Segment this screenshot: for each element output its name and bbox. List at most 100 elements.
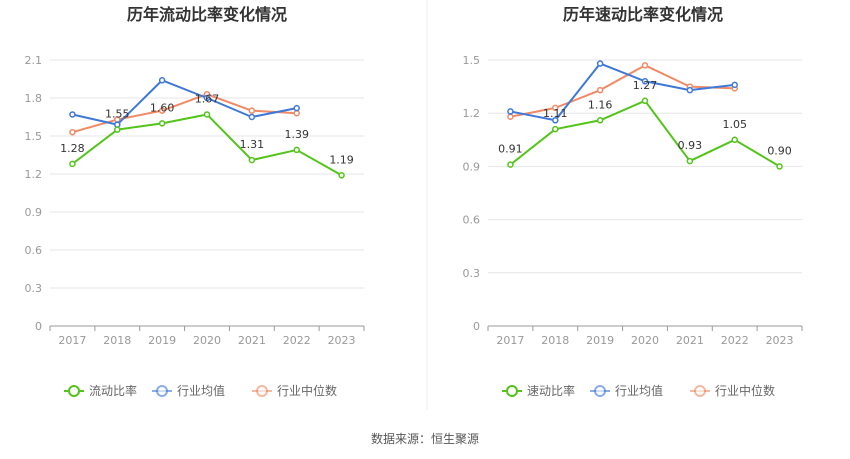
point-median [69, 128, 76, 136]
current-ratio-chart: 历年流动比率变化情况 0 0.3 0.6 0.9 1.2 1.5 1.8 2.1 2017 2018… [25, 5, 365, 398]
point-avg [552, 117, 559, 124]
data-label: 1.19 [329, 153, 354, 166]
data-label: 0.91 [498, 143, 523, 156]
y-tick-label: 0.3 [25, 282, 43, 295]
point-main [203, 111, 211, 118]
y-tick-label: 0.9 [463, 160, 481, 173]
point-avg [686, 86, 694, 94]
y-tick-label: 1.8 [25, 92, 43, 105]
point-main [114, 126, 121, 133]
legend-label: 行业均值 [615, 383, 663, 398]
point-avg [203, 94, 211, 102]
x-tick-label: 2021 [238, 334, 266, 347]
series-line-median [72, 93, 297, 134]
legend-label: 速动比率 [527, 383, 575, 398]
y-tick-label: 1.2 [463, 107, 481, 120]
point-main [776, 163, 783, 170]
data-source: 数据来源：恒生聚源 [371, 431, 479, 446]
point-main [552, 125, 559, 133]
point-main [338, 172, 345, 179]
x-tick-label: 2023 [766, 334, 794, 347]
chart-title: 历年流动比率变化情况 [127, 5, 287, 24]
data-label: 1.27 [633, 79, 658, 92]
legend-item-main[interactable]: 速动比率 [502, 383, 575, 398]
x-tick-label: 2022 [721, 334, 749, 347]
data-label: 0.93 [678, 139, 703, 152]
data-label: 0.90 [767, 144, 792, 157]
y-tick-label: 0 [35, 320, 42, 333]
series-line-avg [72, 79, 297, 126]
x-tick-label: 2018 [103, 334, 131, 347]
point-main [731, 136, 738, 144]
legend-marker [156, 385, 168, 397]
point-median [641, 62, 649, 69]
legend-marker [68, 385, 80, 397]
x-tick-label: 2017 [496, 334, 524, 347]
point-main [686, 157, 694, 165]
legend-marker [506, 385, 518, 397]
legend-marker [256, 385, 268, 397]
legend-item-avg[interactable]: 行业均值 [152, 383, 225, 398]
data-label: 1.31 [240, 138, 265, 151]
point-median [596, 86, 604, 94]
point-avg [114, 121, 121, 128]
point-median [552, 104, 559, 112]
x-tick-label: 2017 [58, 334, 86, 347]
legend-item-median[interactable]: 行业中位数 [252, 383, 337, 398]
x-tick-label: 2022 [283, 334, 311, 347]
legend-label: 行业中位数 [277, 383, 337, 398]
point-avg [596, 60, 604, 67]
x-tick-label: 2020 [193, 334, 221, 347]
point-median [158, 107, 166, 114]
data-label: 1.11 [543, 107, 568, 120]
point-avg [248, 113, 256, 121]
point-main [507, 161, 514, 168]
x-tick-label: 2023 [328, 334, 356, 347]
x-tick-label: 2018 [541, 334, 569, 347]
point-avg [641, 78, 649, 85]
x-tick-label: 2019 [148, 334, 176, 347]
chart-title: 历年速动比率变化情况 [563, 5, 723, 24]
y-tick-label: 1.5 [25, 130, 43, 143]
x-tick-label: 2019 [586, 334, 614, 347]
y-tick-label: 0.3 [463, 267, 481, 280]
x-tick-label: 2021 [676, 334, 704, 347]
point-avg [293, 104, 300, 112]
data-label: 1.16 [588, 98, 613, 111]
data-label: 1.28 [60, 142, 85, 155]
series-line-avg [510, 62, 735, 122]
y-tick-label: 0.6 [25, 244, 43, 257]
point-avg [69, 111, 76, 118]
point-median [248, 107, 256, 114]
data-label: 1.39 [284, 128, 309, 141]
point-main [293, 146, 300, 154]
y-tick-label: 0.6 [463, 214, 481, 227]
legend-label: 流动比率 [89, 383, 137, 398]
point-main [641, 97, 649, 105]
y-tick-label: 0.9 [25, 206, 43, 219]
point-main [69, 160, 76, 168]
legend-item-main[interactable]: 流动比率 [64, 383, 137, 398]
point-main [158, 120, 166, 127]
y-tick-label: 1.2 [25, 168, 43, 181]
legend-marker [694, 385, 706, 397]
legend-label: 行业中位数 [715, 383, 775, 398]
data-label: 1.60 [150, 101, 175, 114]
data-label: 1.55 [105, 108, 130, 121]
point-avg [158, 77, 166, 84]
x-tick-label: 2020 [631, 334, 659, 347]
legend-item-median[interactable]: 行业中位数 [690, 383, 775, 398]
data-label: 1.05 [722, 118, 747, 131]
point-main [596, 117, 604, 124]
point-median [507, 113, 514, 120]
y-tick-label: 0 [473, 320, 480, 333]
data-label: 1.67 [195, 92, 220, 105]
legend-item-avg[interactable]: 行业均值 [590, 383, 663, 398]
y-tick-label: 1.5 [463, 54, 481, 67]
point-median [293, 109, 300, 117]
y-tick-label: 2.1 [25, 54, 43, 67]
series-line-median [510, 64, 735, 118]
legend-marker [594, 385, 606, 397]
legend-label: 行业均值 [177, 383, 225, 398]
